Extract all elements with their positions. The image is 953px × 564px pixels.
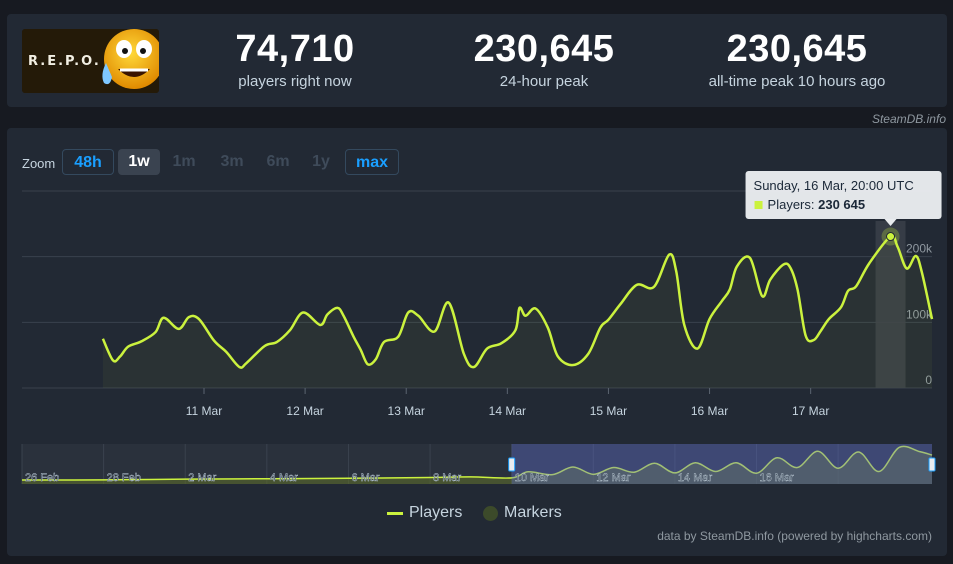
all-time-peak-value: 230,645 <box>726 28 868 70</box>
zoom-1w-button[interactable]: 1w <box>118 149 160 175</box>
navigator-tick-label: 8 Mar <box>433 472 461 484</box>
hover-point <box>886 232 896 242</box>
navigator-handle[interactable] <box>508 457 516 472</box>
navigator-tick-label: 4 Mar <box>270 472 298 484</box>
game-logo-text: R.E.P.O. <box>28 54 101 69</box>
steamdb-credit[interactable]: SteamDB.info <box>871 112 946 126</box>
tooltip-arrow <box>884 219 897 226</box>
current-players-label: players right now <box>238 73 352 90</box>
tooltip-date: Sunday, 16 Mar, 20:00 UTC <box>754 178 914 193</box>
zoom-max-button[interactable]: max <box>345 149 399 175</box>
stat-all-time-peak: 230,645 all-time peak 10 hours ago <box>697 28 897 91</box>
navigator-tick-label: 28 Feb <box>107 472 141 484</box>
navigator-tick-label: 12 Mar <box>596 472 631 484</box>
zoom-1y-button[interactable]: 1y <box>312 153 330 170</box>
navigator-tick-label: 6 Mar <box>351 472 379 484</box>
tooltip-series-swatch <box>754 201 763 209</box>
navigator-tick-label: 10 Mar <box>515 472 550 484</box>
stat-current: 74,710 players right now <box>225 28 365 91</box>
navigator-tick-label: 26 Feb <box>25 472 59 484</box>
navigator-tick-label: 14 Mar <box>678 472 713 484</box>
x-tick-label: 16 Mar <box>691 404 728 418</box>
legend-marker-icon <box>483 505 498 521</box>
navigator-handle[interactable] <box>928 457 936 472</box>
y-tick-label: 0 <box>925 373 932 387</box>
y-tick-label: 100k <box>906 307 933 321</box>
day-peak-value: 230,645 <box>473 28 615 70</box>
legend-markers-label: Markers <box>504 504 562 521</box>
stats-bar: R.E.P.O. 74,710 players right now 230,64… <box>7 14 947 107</box>
navigator-line <box>21 445 933 481</box>
y-tick-label: 200k <box>906 242 933 256</box>
x-tick-label: 12 Mar <box>286 404 323 418</box>
legend-line-icon <box>387 511 403 515</box>
x-tick-label: 17 Mar <box>792 404 829 418</box>
series-line-players <box>101 234 934 369</box>
zoom-3m-button[interactable]: 3m <box>220 153 244 170</box>
stat-24h-peak: 230,645 24-hour peak <box>459 28 629 91</box>
all-time-peak-label: all-time peak 10 hours ago <box>708 73 886 90</box>
game-logo[interactable]: R.E.P.O. <box>22 29 159 93</box>
zoom-1m-button[interactable]: 1m <box>172 153 196 170</box>
current-players-value: 74,710 <box>235 28 355 70</box>
zoom-6m-button[interactable]: 6m <box>266 153 290 170</box>
player-chart[interactable]: 0 100k 200k 11 Mar 12 Mar 13 Mar 14 Mar 15 Mar 1… <box>7 128 947 556</box>
legend-players[interactable]: Players <box>387 504 462 522</box>
day-peak-label: 24-hour peak <box>499 73 589 90</box>
x-tick-label: 11 Mar <box>186 404 222 418</box>
x-tick-label: 14 Mar <box>489 404 526 418</box>
navigator-tick-label: 2 Mar <box>188 472 216 484</box>
legend-markers[interactable]: Markers <box>483 504 562 522</box>
navigator-window <box>511 444 932 484</box>
x-tick-label: 13 Mar <box>388 404 425 418</box>
legend-players-label: Players <box>409 504 463 521</box>
x-tick-label: 15 Mar <box>590 404 627 418</box>
tooltip-value: Players: 230 645 <box>768 197 866 212</box>
series-area <box>102 235 932 388</box>
zoom-label: Zoom <box>22 156 56 171</box>
navigator-area <box>22 446 932 484</box>
chart-panel: Zoom 48h 1w 1m 3m 6m 1y max 0 100k 200k 11 … <box>7 128 947 556</box>
navigator-tick-label: 16 Mar <box>760 472 795 484</box>
zoom-48h-button[interactable]: 48h <box>62 149 114 175</box>
game-logo-image: R.E.P.O. <box>22 29 159 93</box>
footer-credit[interactable]: data by SteamDB.info (powered by highcha… <box>657 529 932 543</box>
tooltip-box <box>745 171 942 219</box>
